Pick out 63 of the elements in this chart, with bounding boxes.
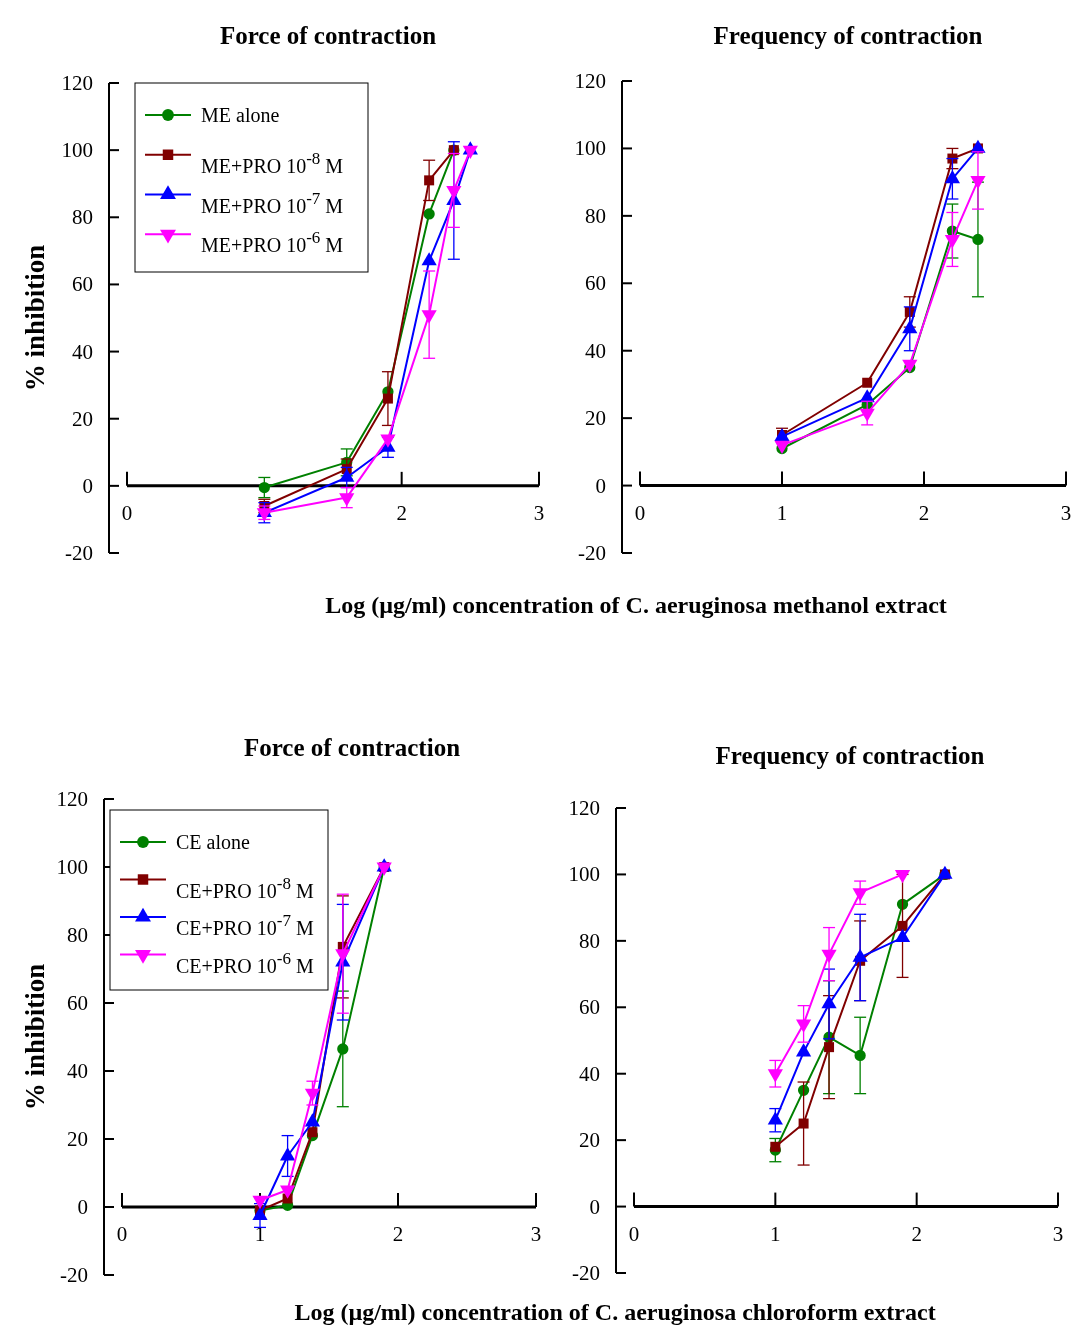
y-tick-label: 0 <box>589 1194 600 1219</box>
x-tick-label: 3 <box>530 1222 542 1246</box>
chart-title: Force of contraction <box>243 734 461 761</box>
y-tick-label: 20 <box>67 1127 88 1151</box>
x-axis-title: Log (µg/ml) concentration of C. aeruginosa chloroform extract <box>294 1299 936 1325</box>
x-tick-label: 3 <box>533 500 545 525</box>
y-tick-label: -20 <box>572 1261 600 1285</box>
legend-label: CE+PRO 10$^{-8}$ M <box>176 873 314 902</box>
y-tick-label: 100 <box>56 855 88 879</box>
y-tick-label: 80 <box>585 203 606 228</box>
y-tick-label: 0 <box>77 1195 88 1219</box>
y-tick-label: -20 <box>60 1263 88 1287</box>
x-tick-label: 3 <box>1060 500 1072 525</box>
x-tick-label: 2 <box>396 500 407 525</box>
y-tick-label: 60 <box>579 995 600 1020</box>
y-tick-label: 0 <box>82 473 93 498</box>
legend-label: CE+PRO 10$^{-6}$ M <box>176 948 314 977</box>
x-tick-label: 1 <box>770 1221 781 1246</box>
x-tick-label: 0 <box>116 1222 128 1246</box>
legend-label: ME+PRO 10$^{-7}$ M <box>201 188 344 217</box>
x-tick-label: 1 <box>776 500 788 525</box>
y-tick-label: 80 <box>579 928 600 953</box>
y-tick-label: 120 <box>574 69 606 93</box>
x-tick-label: 0 <box>634 500 646 525</box>
y-tick-label: 80 <box>67 923 88 947</box>
y-tick-label: 120 <box>61 71 93 95</box>
y-tick-label: 0 <box>595 473 606 498</box>
y-tick-label: 20 <box>579 1128 600 1153</box>
y-tick-label: 40 <box>579 1061 600 1086</box>
legend-label: ME alone <box>201 104 280 126</box>
y-tick-label: 100 <box>61 138 93 163</box>
legend-label: ME+PRO 10$^{-8}$ M <box>201 148 344 177</box>
x-tick-label: 1 <box>254 1222 266 1246</box>
y-tick-label: 60 <box>72 272 93 297</box>
y-tick-label: 20 <box>72 406 93 431</box>
y-tick-label: 20 <box>585 406 606 431</box>
x-axis-title: Log (µg/ml) concentration of C. aeruginosa methanol extract <box>325 592 947 618</box>
chart-title: Frequency of contraction <box>713 22 983 49</box>
x-tick-label: 3 <box>1052 1221 1064 1246</box>
y-tick-label: -20 <box>65 541 93 565</box>
y-tick-label: 60 <box>67 991 88 1015</box>
y-tick-label: 40 <box>67 1059 88 1083</box>
y-tick-label: 80 <box>72 205 93 230</box>
legend-label: ME+PRO 10$^{-6}$ M <box>201 227 344 257</box>
y-axis-title: % inhibition <box>20 244 50 392</box>
chart-title: Frequency of contraction <box>715 742 985 769</box>
y-tick-label: 100 <box>568 862 600 887</box>
y-tick-label: 100 <box>574 136 606 161</box>
chart-title: Force of contraction <box>219 22 437 49</box>
y-tick-label: -20 <box>578 541 606 565</box>
y-tick-label: 120 <box>56 787 88 811</box>
y-tick-label: 120 <box>568 796 600 820</box>
x-tick-label: 0 <box>121 500 133 525</box>
x-tick-label: 0 <box>628 1221 640 1246</box>
x-tick-label: 2 <box>392 1222 404 1246</box>
y-tick-label: 40 <box>72 339 93 364</box>
legend-label: CE alone <box>176 831 250 853</box>
y-tick-label: 40 <box>585 338 606 363</box>
y-tick-label: 60 <box>585 271 606 296</box>
x-tick-label: 2 <box>911 1221 922 1246</box>
legend-label: CE+PRO 10$^{-7}$ M <box>176 910 314 939</box>
y-axis-title: % inhibition <box>20 963 50 1111</box>
x-tick-label: 2 <box>918 500 930 525</box>
